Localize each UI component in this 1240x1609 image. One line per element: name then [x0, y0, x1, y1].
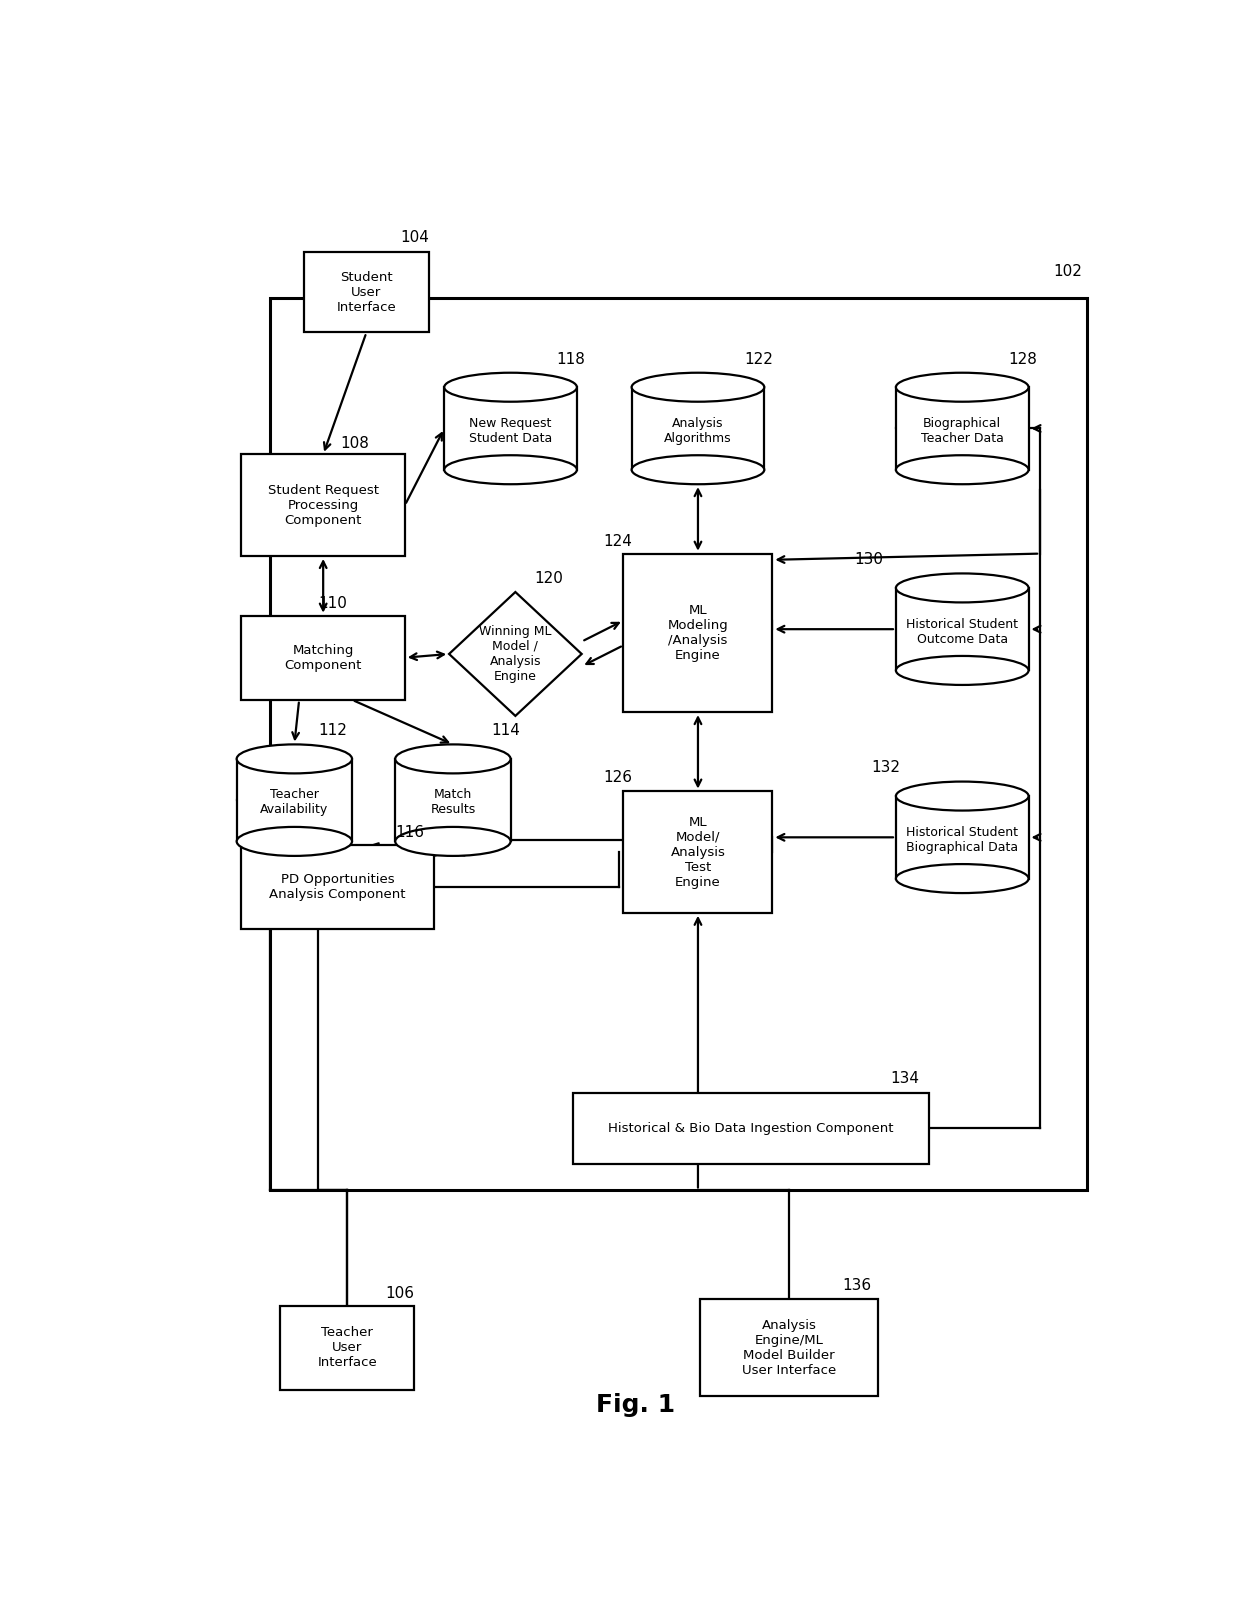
Text: 118: 118 — [557, 351, 585, 367]
Bar — [270, 298, 1087, 1191]
Ellipse shape — [444, 373, 577, 402]
Ellipse shape — [631, 373, 764, 402]
Text: Analysis
Engine/ML
Model Builder
User Interface: Analysis Engine/ML Model Builder User In… — [742, 1319, 837, 1377]
Text: 128: 128 — [1008, 351, 1037, 367]
Ellipse shape — [897, 864, 1028, 893]
FancyBboxPatch shape — [242, 845, 434, 928]
Ellipse shape — [237, 827, 352, 856]
Polygon shape — [449, 592, 582, 716]
FancyBboxPatch shape — [242, 454, 404, 557]
FancyBboxPatch shape — [280, 1305, 414, 1390]
Text: Biographical
Teacher Data: Biographical Teacher Data — [921, 417, 1003, 444]
Ellipse shape — [897, 782, 1028, 811]
Ellipse shape — [237, 745, 352, 774]
Text: Analysis
Algorithms: Analysis Algorithms — [665, 417, 732, 444]
Text: Historical & Bio Data Ingestion Component: Historical & Bio Data Ingestion Componen… — [608, 1121, 894, 1134]
Bar — [237, 759, 352, 842]
Ellipse shape — [396, 827, 511, 856]
FancyBboxPatch shape — [242, 616, 404, 700]
Text: New Request
Student Data: New Request Student Data — [469, 417, 552, 444]
Bar — [897, 796, 1028, 879]
Text: 112: 112 — [319, 722, 347, 739]
Ellipse shape — [897, 573, 1028, 602]
Text: 108: 108 — [341, 436, 370, 451]
Bar — [631, 388, 764, 470]
Text: Match
Results: Match Results — [430, 788, 475, 816]
Ellipse shape — [897, 455, 1028, 484]
Bar — [396, 759, 511, 842]
Ellipse shape — [897, 656, 1028, 685]
Text: PD Opportunities
Analysis Component: PD Opportunities Analysis Component — [269, 872, 405, 901]
Text: 114: 114 — [491, 722, 521, 739]
Text: 110: 110 — [319, 595, 347, 610]
Text: 116: 116 — [396, 825, 424, 840]
Ellipse shape — [396, 745, 511, 774]
Bar — [897, 388, 1028, 470]
FancyBboxPatch shape — [624, 553, 773, 713]
Text: 102: 102 — [1054, 264, 1083, 278]
Bar — [444, 388, 577, 470]
Ellipse shape — [444, 455, 577, 484]
FancyBboxPatch shape — [624, 792, 773, 912]
Text: 122: 122 — [744, 351, 773, 367]
Text: Winning ML
Model /
Analysis
Engine: Winning ML Model / Analysis Engine — [479, 624, 552, 682]
Text: Teacher
User
Interface: Teacher User Interface — [317, 1326, 377, 1369]
Text: 136: 136 — [842, 1278, 872, 1294]
Text: Matching
Component: Matching Component — [284, 644, 362, 671]
FancyBboxPatch shape — [304, 253, 429, 333]
Bar — [897, 587, 1028, 671]
Text: Student Request
Processing
Component: Student Request Processing Component — [268, 484, 378, 526]
Text: Historical Student
Biographical Data: Historical Student Biographical Data — [906, 825, 1018, 854]
Text: Student
User
Interface: Student User Interface — [336, 270, 397, 314]
Text: Teacher
Availability: Teacher Availability — [260, 788, 329, 816]
FancyBboxPatch shape — [573, 1093, 929, 1165]
Text: Historical Student
Outcome Data: Historical Student Outcome Data — [906, 618, 1018, 645]
Text: 126: 126 — [604, 771, 632, 785]
Text: Fig. 1: Fig. 1 — [596, 1393, 675, 1418]
Text: 130: 130 — [854, 552, 884, 568]
Ellipse shape — [897, 373, 1028, 402]
Text: 120: 120 — [534, 571, 563, 586]
Text: 104: 104 — [401, 230, 429, 245]
FancyBboxPatch shape — [701, 1300, 878, 1397]
Text: 134: 134 — [890, 1072, 919, 1086]
Text: ML
Model/
Analysis
Test
Engine: ML Model/ Analysis Test Engine — [671, 816, 725, 888]
Text: 132: 132 — [870, 761, 900, 776]
Text: ML
Modeling
/Analysis
Engine: ML Modeling /Analysis Engine — [667, 603, 728, 661]
Ellipse shape — [631, 455, 764, 484]
Text: 124: 124 — [604, 534, 632, 549]
Text: 106: 106 — [386, 1286, 414, 1300]
